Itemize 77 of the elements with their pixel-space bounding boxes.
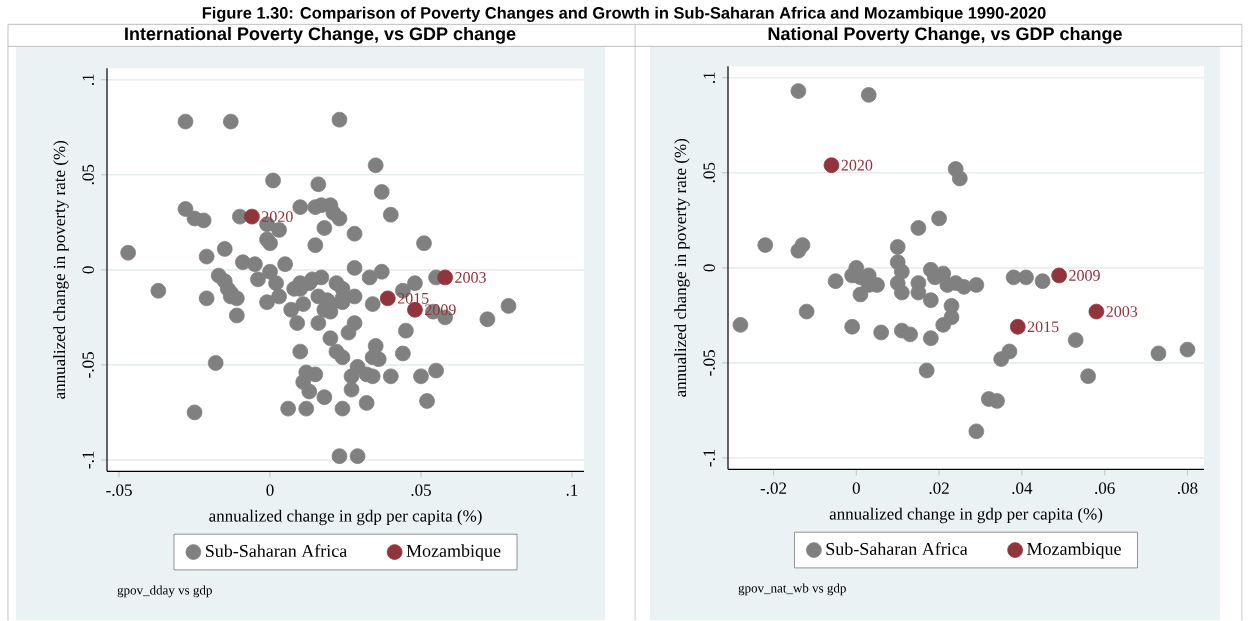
legend-label: Sub-Saharan Africa xyxy=(826,542,968,556)
point xyxy=(894,284,910,301)
annotation: 2015 xyxy=(397,293,429,304)
point xyxy=(757,237,774,253)
x-tick-label: .02 xyxy=(929,482,949,495)
y-tick-label: 0 xyxy=(703,264,715,272)
legend-label: Sub-Saharan Africa xyxy=(205,544,347,558)
y-axis-title: annualized change in poverty rate (%) xyxy=(53,141,69,399)
point xyxy=(902,326,918,343)
point xyxy=(1009,319,1026,335)
point xyxy=(1067,332,1084,348)
point xyxy=(923,292,939,309)
x-tick-label: .04 xyxy=(1012,482,1033,495)
point xyxy=(910,220,927,236)
point xyxy=(889,239,906,255)
point xyxy=(931,210,947,227)
annotation: 2003 xyxy=(455,272,486,283)
point xyxy=(951,170,968,187)
x-tick-label: .1 xyxy=(566,484,578,496)
point xyxy=(823,157,840,174)
point xyxy=(968,277,985,293)
legend-label: Mozambique xyxy=(1027,542,1121,559)
point xyxy=(1179,341,1196,358)
annotation: 2020 xyxy=(841,159,873,171)
point xyxy=(1051,267,1067,284)
y-tick-label: -.1 xyxy=(82,451,94,469)
x-tick-label: -.02 xyxy=(760,482,787,495)
text: gpov_dday vs gdp xyxy=(117,585,212,598)
x-axis-title: annualized change in gdp per capita (%) xyxy=(829,507,1103,524)
point xyxy=(1080,368,1096,385)
point xyxy=(244,208,260,225)
point xyxy=(1150,345,1167,362)
point xyxy=(1088,303,1105,320)
y-tick-label: -.1 xyxy=(703,449,715,467)
x-axis-title: annualized change in gdp per capita (%) xyxy=(209,509,482,526)
point xyxy=(732,317,749,333)
point xyxy=(956,279,972,295)
y-tick-label: .05 xyxy=(82,164,94,185)
point xyxy=(923,330,939,347)
annotation: 2003 xyxy=(1106,306,1138,318)
point xyxy=(968,423,985,440)
text: gpov_nat_wb vs gdp xyxy=(738,583,846,596)
point xyxy=(827,273,844,290)
x-tick-label: .05 xyxy=(411,484,431,497)
point xyxy=(798,303,815,320)
x-tick-label: .08 xyxy=(1177,482,1198,495)
chart-subtitle: International Poverty Change, vs GDP change xyxy=(125,26,516,44)
legend-label: Mozambique xyxy=(406,544,501,561)
point xyxy=(379,290,396,307)
annotation: 2009 xyxy=(1069,270,1100,281)
x-tick-label: -.05 xyxy=(106,484,132,497)
point xyxy=(844,319,860,335)
x-tick-label: .06 xyxy=(1095,482,1115,495)
x-tick-label: 0 xyxy=(266,484,274,496)
y-tick-label: -.05 xyxy=(703,350,715,376)
point xyxy=(989,393,1005,409)
point xyxy=(852,286,869,303)
y-tick-label: 0 xyxy=(82,266,94,274)
text: Figure 1.30: Comparison of Poverty Changes and Growth in Sub-Saharan Africa and Mozambique 1990-2020 xyxy=(202,6,1046,23)
point xyxy=(794,237,811,253)
point xyxy=(993,351,1009,367)
point xyxy=(918,362,935,379)
annotation: 2020 xyxy=(262,211,293,223)
point xyxy=(1034,273,1051,290)
point xyxy=(790,83,807,99)
y-tick-label: .05 xyxy=(703,162,715,183)
point xyxy=(860,87,877,103)
y-tick-label: .1 xyxy=(82,74,94,86)
chart-subtitle: National Poverty Change, vs GDP change xyxy=(768,26,1122,44)
annotation: 2015 xyxy=(1027,321,1059,333)
y-axis-title: annualized change in poverty rate (%) xyxy=(674,139,690,397)
point xyxy=(943,309,960,326)
point xyxy=(1018,269,1034,286)
x-tick-label: 0 xyxy=(852,482,860,494)
y-tick-label: -.05 xyxy=(82,352,94,378)
y-tick-label: .1 xyxy=(703,72,715,84)
point xyxy=(873,324,889,341)
